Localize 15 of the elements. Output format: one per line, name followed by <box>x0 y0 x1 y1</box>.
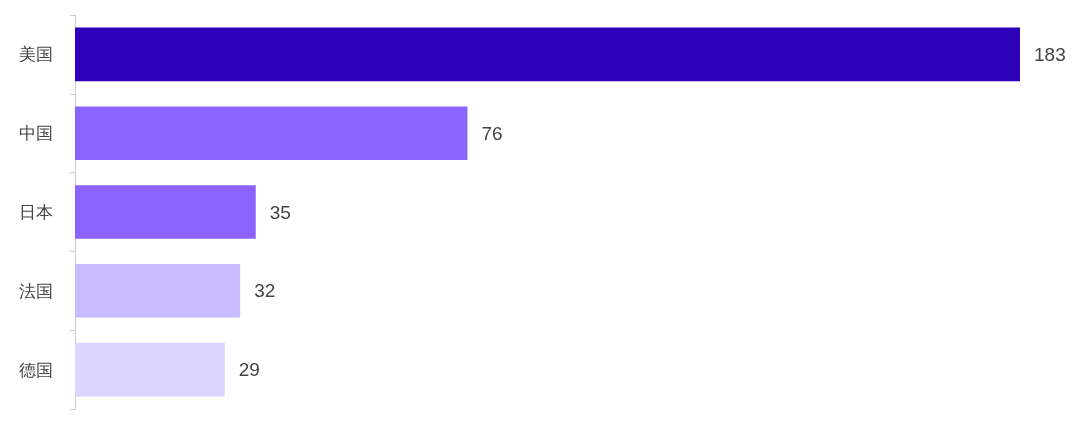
y-tick-label: 中国 <box>19 123 53 144</box>
data-label: 76 <box>481 122 503 144</box>
y-tick-label: 德国 <box>19 359 53 380</box>
y-tick-label: 日本 <box>19 202 53 222</box>
bar <box>75 264 241 318</box>
y-tick-label: 美国 <box>19 44 53 65</box>
bar <box>75 27 1020 82</box>
data-label: 32 <box>254 280 276 302</box>
data-label: 183 <box>1034 43 1066 65</box>
bar <box>75 185 256 239</box>
bar <box>75 106 468 160</box>
data-label: 29 <box>238 359 260 381</box>
bar <box>75 342 225 397</box>
y-tick-label: 法国 <box>19 280 53 301</box>
data-label: 35 <box>269 201 291 223</box>
